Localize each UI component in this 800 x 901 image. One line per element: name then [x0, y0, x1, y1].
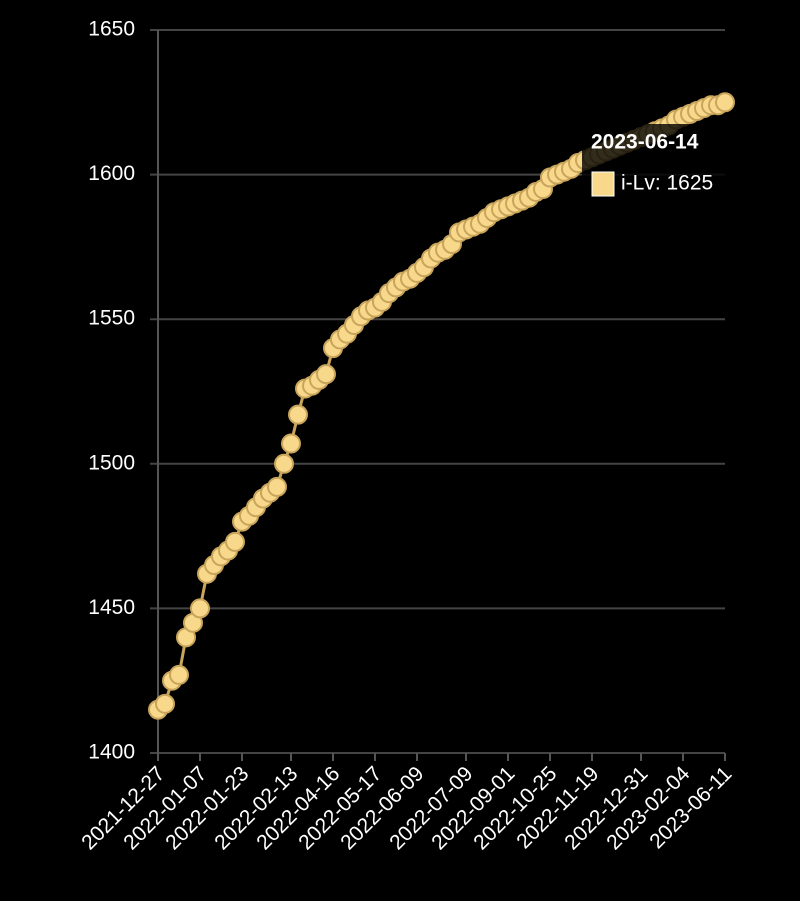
data-point: [288, 404, 308, 425]
y-tick-label: 1500: [88, 451, 135, 474]
data-point: [155, 693, 175, 714]
y-tick-label: 1450: [88, 596, 135, 619]
tooltip-box: [582, 124, 738, 206]
data-point: [225, 531, 245, 552]
data-point: [267, 476, 287, 497]
tooltip: 2023-06-14 i-Lv: 1625: [582, 124, 738, 206]
y-tick-label: 1400: [88, 741, 135, 764]
data-point: [715, 92, 735, 113]
y-tick-label: 1550: [88, 307, 135, 330]
tooltip-label: i-Lv: 1625: [621, 172, 713, 195]
y-tick-label: 1650: [88, 18, 135, 41]
data-point: [190, 598, 210, 619]
y-tick-label: 1600: [88, 162, 135, 185]
data-point: [281, 433, 301, 454]
tooltip-title: 2023-06-14: [591, 131, 699, 154]
data-point: [274, 453, 294, 474]
data-point: [316, 364, 336, 385]
data-point: [169, 664, 189, 685]
tooltip-swatch: [591, 171, 615, 197]
